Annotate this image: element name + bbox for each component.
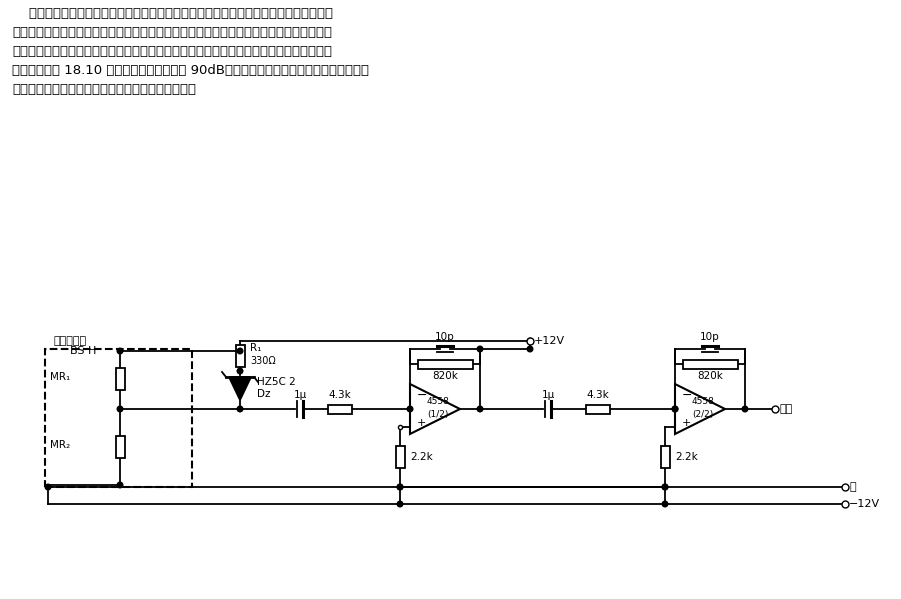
Text: 10p: 10p xyxy=(700,332,720,342)
Text: 2.2k: 2.2k xyxy=(410,452,432,462)
Bar xyxy=(586,404,610,413)
Circle shape xyxy=(45,484,50,490)
Text: −12V: −12V xyxy=(849,499,880,509)
Text: 820k: 820k xyxy=(432,371,458,381)
Circle shape xyxy=(527,346,532,352)
Text: 波形，最好用大容量耦合电容器，这样既可扩大低频范围，又可提高传感器性能。反馈电路: 波形，最好用大容量耦合电容器，这样既可扩大低频范围，又可提高传感器性能。反馈电路 xyxy=(12,26,332,39)
Circle shape xyxy=(117,406,123,412)
Text: MR₁: MR₁ xyxy=(50,372,70,382)
Text: 放大电路做成电容耦合电路，可消除传感器输出的低频漂移。为了获得精确的检测信号: 放大电路做成电容耦合电路，可消除传感器输出的低频漂移。为了获得精确的检测信号 xyxy=(12,7,333,20)
Circle shape xyxy=(662,484,668,490)
Text: 识别传感器: 识别传感器 xyxy=(54,336,87,346)
Text: R₁: R₁ xyxy=(250,343,261,353)
Text: 容量有关。图 18.10 所示的频率特性约放大 90dB。检测系统中，最好由待检测体的图形、: 容量有关。图 18.10 所示的频率特性约放大 90dB。检测系统中，最好由待检… xyxy=(12,64,369,77)
Bar xyxy=(115,368,124,390)
Text: −: − xyxy=(682,389,693,402)
Circle shape xyxy=(672,406,678,412)
Circle shape xyxy=(407,406,413,412)
Bar xyxy=(417,359,472,368)
Text: 820k: 820k xyxy=(697,371,723,381)
Circle shape xyxy=(478,346,483,352)
Text: 2.2k: 2.2k xyxy=(675,452,697,462)
Bar xyxy=(682,359,738,368)
Text: 1μ: 1μ xyxy=(542,390,555,400)
Text: BS H: BS H xyxy=(70,346,96,356)
Text: HZ5C 2: HZ5C 2 xyxy=(257,377,296,387)
Text: MR₂: MR₂ xyxy=(50,440,70,450)
Circle shape xyxy=(662,484,668,490)
Circle shape xyxy=(397,484,403,490)
Circle shape xyxy=(237,406,242,412)
Circle shape xyxy=(397,484,403,490)
Circle shape xyxy=(237,368,242,374)
Text: 移动速度以及信号电平等决定放大程度和频率特性。: 移动速度以及信号电平等决定放大程度和频率特性。 xyxy=(12,83,196,96)
Text: 4.3k: 4.3k xyxy=(329,390,351,400)
Text: 中加入电容器，可消除高频噪声。检测系统的带宽和运算放大器的噪声电平，也和电容器的: 中加入电容器，可消除高频噪声。检测系统的带宽和运算放大器的噪声电平，也和电容器的 xyxy=(12,45,332,58)
Bar xyxy=(328,404,352,413)
Circle shape xyxy=(117,348,123,354)
Text: (2/2): (2/2) xyxy=(692,410,714,419)
Bar xyxy=(45,349,192,487)
Circle shape xyxy=(672,406,678,412)
Circle shape xyxy=(237,348,242,354)
Text: 4558: 4558 xyxy=(426,398,450,407)
Text: +12V: +12V xyxy=(534,336,565,346)
Text: 4558: 4558 xyxy=(692,398,714,407)
Text: 330Ω: 330Ω xyxy=(250,356,276,366)
Text: 输出: 输出 xyxy=(779,404,792,414)
Polygon shape xyxy=(229,377,251,400)
Text: +: + xyxy=(417,418,426,428)
Text: 1μ: 1μ xyxy=(294,390,306,400)
Circle shape xyxy=(527,338,532,344)
Text: +: + xyxy=(682,418,691,428)
Text: Dz: Dz xyxy=(257,389,270,399)
Circle shape xyxy=(397,501,403,507)
Circle shape xyxy=(117,482,123,488)
Text: 4.3k: 4.3k xyxy=(587,390,609,400)
Bar xyxy=(235,345,244,367)
Text: 地: 地 xyxy=(849,482,856,492)
Circle shape xyxy=(662,501,668,507)
Text: −: − xyxy=(417,389,427,402)
Circle shape xyxy=(742,406,748,412)
Text: 10p: 10p xyxy=(435,332,455,342)
Bar xyxy=(115,436,124,458)
Bar xyxy=(660,446,669,468)
Text: (1/2): (1/2) xyxy=(427,410,449,419)
Circle shape xyxy=(478,406,483,412)
Bar xyxy=(396,446,405,468)
